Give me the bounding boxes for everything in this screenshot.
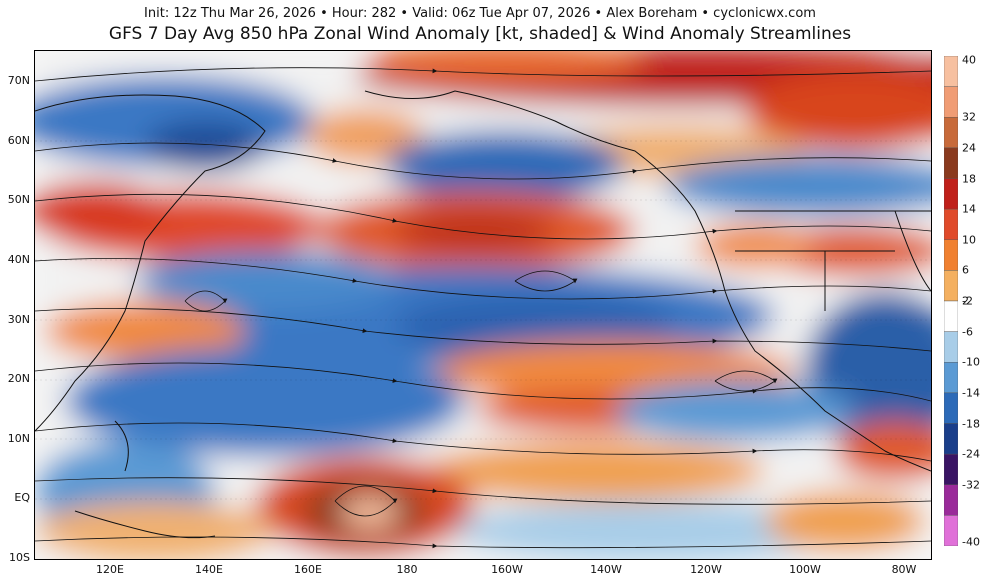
lon-label-120w: 120W [690,563,722,576]
colorbar-label: -10 [962,355,980,369]
colorbar-segment [944,208,958,240]
wind-anomaly-map [34,50,932,560]
map-canvas [35,51,931,559]
lon-label-180: 180 [396,563,418,576]
colorbar-label: -14 [962,386,980,400]
lat-label-30n: 30N [7,313,30,326]
anomaly-shading [35,51,931,559]
colorbar-segment [944,270,958,302]
colorbar-label: 18 [962,172,976,185]
lat-label-40n: 40N [7,253,30,266]
colorbar-label: -32 [962,478,980,492]
lon-label-140w: 140W [590,563,622,576]
colorbar-segment [944,515,958,546]
lon-label-100w: 100W [789,563,821,576]
colorbar-label: 6 [962,263,969,277]
lon-label-160w: 160W [491,563,523,576]
lon-label-160e: 160E [294,563,322,576]
colorbar-segment [944,56,958,87]
map-title: GFS 7 Day Avg 850 hPa Zonal Wind Anomaly… [108,24,852,44]
colorbar-segment [944,331,958,363]
colorbar-label: 14 [962,202,976,216]
colorbar-label: 10 [962,233,976,247]
colorbar-segments [944,56,958,546]
colorbar-segment [944,300,958,332]
colorbar-label: -2 [962,294,973,308]
colorbar-label: -24 [962,447,980,461]
colorbar-segment [944,147,958,179]
lat-label-10n: 10N [7,432,30,445]
lat-label-60n: 60N [7,134,30,147]
lon-label-80w: 80W [891,563,917,576]
lon-label-120e: 120E [96,563,124,576]
colorbar-segment [944,453,958,485]
lon-label-140e: 140E [195,563,223,576]
colorbar [944,56,958,546]
colorbar-label: 24 [962,141,976,155]
colorbar-label: -6 [962,325,973,339]
colorbar-label: 40 [962,53,976,67]
colorbar-label: 32 [962,110,976,124]
lat-label-50n: 50N [7,193,30,206]
graticule [35,140,931,500]
colorbar-label: -40 [962,535,980,549]
lat-label-eq: EQ [14,491,30,504]
colorbar-segment [944,117,958,149]
lat-label-10s: 10S [9,551,30,564]
colorbar-segment [944,178,958,210]
colorbar-segment [944,86,958,118]
colorbar-segment [944,392,958,424]
streamlines [35,67,931,549]
colorbar-segment [944,484,958,516]
lat-label-20n: 20N [7,372,30,385]
colorbar-segment [944,362,958,394]
map-info-line: Init: 12z Thu Mar 26, 2026 • Hour: 282 •… [144,6,816,21]
lat-label-70n: 70N [7,74,30,87]
colorbar-segment [944,239,958,271]
colorbar-label: 2 [962,294,969,308]
colorbar-label: -18 [962,417,980,430]
colorbar-segment [944,423,958,455]
